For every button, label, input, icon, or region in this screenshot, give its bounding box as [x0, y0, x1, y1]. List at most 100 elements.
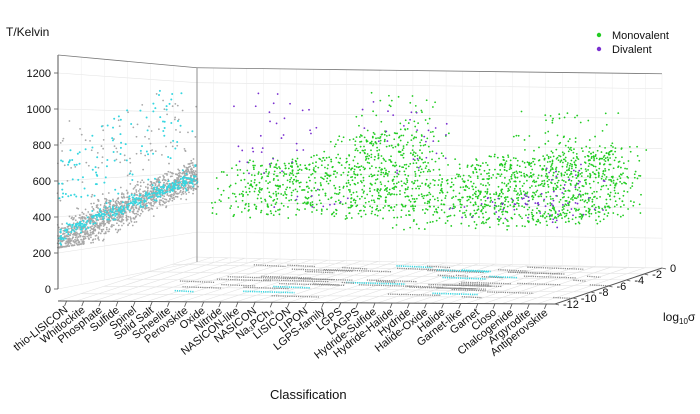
scatter-point — [544, 114, 547, 117]
wall-projection-point — [74, 165, 77, 168]
scatter-point — [370, 156, 373, 159]
scatter-point — [311, 172, 314, 175]
wall-projection-point — [97, 207, 100, 210]
scatter-point — [210, 201, 213, 204]
scatter-point — [235, 164, 238, 167]
wall-projection-point — [94, 225, 97, 228]
scatter-point — [602, 184, 605, 187]
wall-projection-point — [94, 238, 97, 240]
scatter-point — [388, 170, 390, 173]
wall-projection-point-cyan — [152, 152, 155, 155]
scatter-point — [550, 165, 552, 168]
wall-projection-point — [141, 103, 144, 106]
scatter-point — [426, 170, 429, 173]
scatter-point — [360, 180, 362, 182]
scatter-point — [480, 183, 482, 185]
wall-projection-point — [146, 183, 149, 186]
wall-projection-point — [133, 212, 136, 215]
scatter-point — [515, 184, 517, 187]
wall-projection-point — [174, 103, 177, 105]
wall-projection-point — [116, 216, 119, 219]
scatter-point — [348, 154, 351, 157]
z-tick-label: 1200 — [27, 68, 51, 80]
wall-projection-point-cyan — [96, 218, 99, 221]
scatter-point — [509, 180, 512, 183]
scatter-point — [330, 160, 333, 163]
wall-projection-point — [164, 172, 166, 175]
wall-projection-point-cyan — [104, 206, 107, 209]
wall-projection-point — [126, 174, 129, 177]
scatter-point — [512, 135, 515, 138]
wall-projection-point — [121, 215, 124, 218]
scatter-point — [264, 198, 266, 201]
scatter-point — [602, 218, 605, 221]
scatter-point — [547, 155, 550, 158]
wall-projection-point-cyan — [140, 198, 143, 201]
scatter-point — [576, 189, 579, 191]
scatter-point — [519, 187, 521, 190]
scatter-point — [395, 164, 398, 167]
scatter-point — [242, 190, 244, 193]
scatter-point — [413, 219, 415, 221]
wall-projection-point — [77, 236, 80, 238]
scatter-point — [610, 179, 613, 182]
scatter-point — [518, 165, 521, 168]
scatter-point — [214, 201, 217, 204]
scatter-point — [295, 180, 298, 183]
scatter-point — [560, 214, 563, 216]
scatter-point — [371, 144, 374, 147]
scatter-point — [552, 204, 554, 207]
scatter-point — [568, 220, 570, 223]
wall-projection-point — [171, 199, 174, 202]
scatter-point — [340, 140, 343, 143]
scatter-point — [538, 184, 540, 187]
scatter-point — [447, 215, 450, 218]
scatter-point — [411, 181, 413, 183]
wall-projection-point-cyan — [109, 210, 112, 213]
floor-projection-stroke — [437, 274, 455, 277]
scatter-point — [273, 170, 276, 173]
scatter-point — [605, 184, 608, 187]
wall-projection-point — [66, 179, 69, 182]
scatter-point — [588, 215, 591, 218]
scatter-point — [530, 162, 533, 164]
scatter-point — [278, 166, 280, 168]
wall-projection-point — [188, 171, 191, 174]
scatter-point — [429, 193, 432, 196]
scatter-point — [261, 164, 263, 167]
scatter-point — [558, 117, 561, 120]
scatter-point — [401, 149, 404, 151]
scatter-point — [358, 136, 361, 138]
scatter-point — [296, 172, 298, 175]
scatter-point — [365, 157, 368, 160]
scatter-point — [341, 203, 344, 206]
scatter-point — [454, 158, 457, 161]
scatter-point — [385, 169, 387, 172]
scatter-point — [268, 181, 271, 183]
scatter-point — [322, 205, 325, 208]
scatter-point — [233, 213, 236, 216]
floor-projection-stroke — [436, 287, 486, 290]
scatter-point — [614, 200, 617, 203]
wall-projection-point-cyan — [174, 147, 177, 150]
scatter-point — [516, 193, 518, 196]
scatter-point — [570, 159, 573, 162]
scatter-point — [299, 181, 302, 184]
scatter-point — [310, 195, 313, 197]
scatter-point — [576, 202, 579, 205]
scatter-point — [504, 217, 507, 220]
wall-projection-point — [141, 210, 144, 213]
scatter-point — [550, 209, 553, 212]
scatter-point — [504, 162, 507, 165]
scatter-point — [385, 130, 388, 133]
scatter-point — [295, 163, 298, 165]
scatter-point — [469, 213, 472, 216]
wall-projection-point — [177, 174, 180, 177]
scatter-point — [248, 208, 250, 211]
z-tick-label: 0 — [45, 284, 51, 296]
scatter-point — [470, 180, 472, 183]
scatter-point — [599, 220, 602, 223]
scatter-point — [375, 114, 378, 117]
floor-projection-stroke — [461, 281, 512, 285]
scatter-point — [595, 157, 598, 160]
